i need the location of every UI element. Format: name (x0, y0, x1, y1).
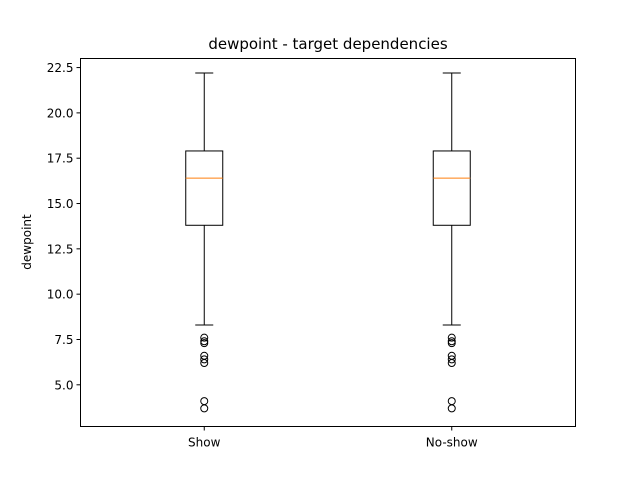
outlier-point (200, 404, 209, 413)
y-tick-label: 12.5 (47, 242, 74, 256)
outlier-point (200, 359, 209, 368)
y-tick-label: 5.0 (54, 378, 73, 392)
y-tick-label: 7.5 (54, 333, 73, 347)
outlier-point (200, 339, 209, 348)
plot-frame (80, 58, 576, 427)
outlier-point (447, 355, 456, 364)
outlier-point (200, 397, 209, 406)
iqr-box (185, 150, 224, 226)
y-axis-label: dewpoint (20, 214, 34, 270)
y-tick-label: 22.5 (47, 61, 74, 75)
outlier-point (200, 355, 209, 364)
x-tick-label: Show (188, 436, 221, 450)
outlier-point (447, 333, 456, 342)
x-tick-label: No-show (426, 436, 478, 450)
chart-title: dewpoint - target dependencies (208, 35, 448, 53)
y-tick-label: 17.5 (47, 152, 74, 166)
outlier-point (200, 333, 209, 342)
outlier-point (447, 339, 456, 348)
outlier-point (447, 404, 456, 413)
iqr-box (432, 150, 471, 226)
y-tick-label: 15.0 (47, 197, 74, 211)
outlier-point (447, 397, 456, 406)
y-tick-label: 10.0 (47, 288, 74, 302)
y-tick-label: 20.0 (47, 106, 74, 120)
plot-area: 5.0 7.5 10.0 12.5 15.0 17.5 20.0 22.5 Show No-sho… (47, 61, 478, 449)
outlier-point (447, 359, 456, 368)
